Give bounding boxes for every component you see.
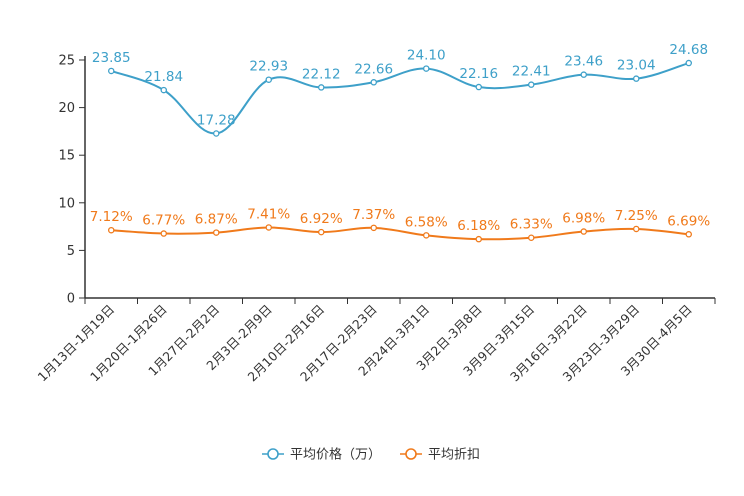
data-label: 24.10	[407, 48, 446, 64]
data-point[interactable]	[160, 230, 167, 237]
data-label: 22.66	[354, 61, 393, 77]
data-label: 21.84	[144, 69, 183, 85]
data-label: 23.46	[564, 54, 603, 70]
data-label: 7.12%	[90, 209, 133, 225]
data-point[interactable]	[265, 76, 272, 83]
data-label: 6.58%	[405, 214, 448, 230]
data-point[interactable]	[108, 226, 115, 234]
data-point[interactable]	[212, 130, 220, 137]
data-label: 22.12	[302, 66, 341, 82]
data-label: 6.77%	[142, 213, 185, 229]
data-point[interactable]	[108, 67, 115, 75]
y-tick-label: 20	[58, 101, 75, 116]
series-2: 7.12% 6.77% 6.87% 7.41% 6.92% 7.37% 6.58% 6.18%…	[90, 206, 710, 243]
data-label: 6.87%	[195, 212, 238, 228]
data-point[interactable]	[633, 75, 640, 82]
y-tick-label: 15	[58, 149, 75, 164]
data-label: 6.18%	[457, 218, 500, 234]
data-label: 7.41%	[247, 206, 290, 222]
data-point[interactable]	[475, 83, 482, 91]
y-tick-label: 25	[58, 54, 75, 69]
data-point[interactable]	[580, 71, 588, 78]
data-point[interactable]	[528, 234, 535, 241]
data-point[interactable]	[422, 232, 430, 239]
data-point[interactable]	[370, 224, 377, 232]
data-point[interactable]	[475, 235, 482, 243]
data-label: 7.37%	[352, 207, 395, 223]
data-label: 22.16	[459, 66, 498, 82]
data-label: 7.25%	[615, 208, 658, 224]
data-point[interactable]	[265, 224, 272, 231]
series-line	[111, 226, 689, 241]
y-tick-label: 10	[58, 196, 75, 211]
legend-marker-icon	[267, 448, 279, 460]
data-point[interactable]	[212, 229, 220, 236]
data-point[interactable]	[160, 86, 167, 94]
data-label: 6.92%	[300, 211, 343, 227]
legend[interactable]: 平均价格（万） 平均折扣	[262, 447, 480, 463]
data-label: 23.04	[617, 58, 656, 74]
legend-label: 平均价格（万）	[290, 447, 381, 463]
legend-label: 平均折扣	[428, 448, 480, 463]
data-label: 23.85	[92, 50, 131, 66]
data-label: 17.28	[197, 112, 236, 128]
data-point[interactable]	[528, 81, 535, 88]
series-layer: 23.85 21.84 17.28 22.93 22.12 22.66 24.10 22.16…	[90, 42, 710, 243]
y-tick-label: 0	[67, 292, 75, 307]
data-point[interactable]	[685, 231, 693, 238]
legend-item-1[interactable]: 平均价格（万）	[262, 447, 381, 463]
data-label: 22.41	[512, 64, 551, 80]
data-label: 6.98%	[562, 211, 605, 227]
series-1: 23.85 21.84 17.28 22.93 22.12 22.66 24.10 22.16…	[92, 42, 708, 137]
data-point[interactable]	[317, 84, 325, 91]
data-point[interactable]	[317, 228, 325, 236]
data-label: 22.93	[249, 59, 288, 75]
data-point[interactable]	[633, 225, 640, 233]
data-point[interactable]	[422, 65, 430, 72]
data-label: 24.68	[669, 42, 708, 58]
data-point[interactable]	[685, 59, 693, 67]
data-label: 6.33%	[510, 217, 553, 233]
legend-marker-icon	[405, 448, 417, 460]
data-point[interactable]	[580, 228, 588, 235]
data-point[interactable]	[370, 79, 377, 86]
data-label: 6.69%	[667, 213, 710, 229]
legend-item-2[interactable]: 平均折扣	[400, 448, 480, 463]
y-tick-label: 5	[67, 244, 75, 259]
